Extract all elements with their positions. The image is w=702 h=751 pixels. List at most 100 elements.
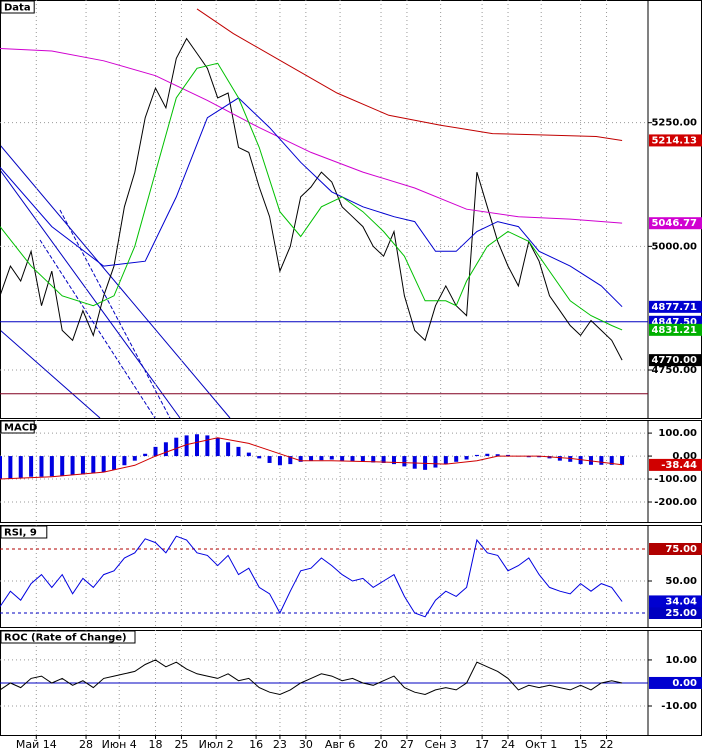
bar: [340, 456, 345, 461]
x-tick-label: 23: [273, 738, 287, 751]
bar: [474, 454, 479, 457]
bar: [122, 456, 127, 466]
bar: [257, 456, 262, 459]
price-tag-label: 5046.77: [651, 218, 697, 229]
bar: [620, 456, 625, 465]
bar: [236, 446, 241, 457]
bar: [0, 456, 2, 480]
bar: [184, 435, 189, 457]
price-tag-label: 4770.00: [651, 355, 697, 366]
panel-title-box: [0, 630, 136, 644]
x-tick-label: Сен 3: [425, 738, 457, 751]
bar: [29, 456, 34, 477]
bar: [599, 456, 604, 465]
x-tick-label: 24: [501, 738, 515, 751]
y-tick-label: -10.00: [661, 701, 697, 712]
y-tick-label: 50.00: [665, 576, 697, 587]
panel-title: MACD: [4, 423, 37, 434]
bar: [588, 456, 593, 465]
price-tag-label: -38.44: [661, 460, 697, 471]
bar: [39, 456, 44, 477]
x-tick-label: 15: [574, 738, 588, 751]
bar: [537, 456, 542, 458]
bar: [153, 446, 158, 457]
bar: [174, 437, 179, 457]
line-series: [0, 535, 623, 618]
bar: [360, 456, 365, 462]
bar: [163, 442, 168, 457]
bar: [205, 435, 210, 457]
price-tag-label: 34.04: [665, 596, 697, 607]
bar: [391, 456, 396, 465]
line-series: [0, 48, 623, 224]
bar: [101, 456, 106, 473]
line-series: [0, 62, 623, 331]
bar: [60, 456, 65, 476]
price-tag: [649, 458, 702, 471]
bar: [412, 456, 417, 469]
y-tick-label: 0.00: [672, 451, 697, 462]
level-box: [649, 542, 702, 555]
x-tick-label: Авг 6: [325, 738, 355, 751]
trend-lines: [0, 144, 231, 419]
price-tag-label: 5214.13: [651, 135, 697, 146]
bar: [350, 456, 355, 462]
x-tick-label: Июн 4: [102, 738, 137, 751]
x-tick-label: Июл 2: [199, 738, 234, 751]
bar: [49, 456, 54, 477]
price-tag: [649, 300, 702, 313]
line-series: [0, 97, 623, 308]
x-tick-label: Окт 1: [525, 738, 557, 751]
price-tag-label: 4831.21: [651, 325, 697, 336]
bar: [143, 453, 148, 457]
bar: [194, 434, 199, 457]
bar: [112, 456, 117, 470]
price-tag: [649, 323, 702, 336]
bar: [277, 456, 282, 466]
bar: [402, 456, 407, 467]
bar: [226, 442, 231, 457]
x-tick-label: 30: [299, 738, 313, 751]
x-tick-label: 27: [400, 738, 414, 751]
price-tag-label: 4847.50: [651, 317, 697, 328]
y-tick-label: -100.00: [654, 474, 697, 485]
bar: [454, 456, 459, 462]
price-tag: [649, 354, 702, 367]
bar: [568, 456, 573, 462]
panel-title: RSI, 9: [4, 528, 37, 539]
level-box: [649, 606, 702, 619]
bar: [609, 456, 614, 465]
bar: [526, 456, 531, 458]
x-tick-label: 18: [149, 738, 163, 751]
bar: [495, 454, 500, 457]
panel-title-box: [0, 420, 35, 434]
bar: [215, 437, 220, 457]
y-tick-label: 5250.00: [651, 118, 697, 129]
price-tag: [649, 217, 702, 230]
line-series: [0, 437, 623, 480]
level-label: 75.00: [665, 544, 697, 555]
bar: [371, 456, 376, 463]
bar: [267, 456, 272, 463]
bar: [132, 456, 137, 461]
panel-title-box: [0, 525, 48, 539]
bar: [246, 452, 251, 457]
bar: [309, 456, 314, 461]
panel-title-box: [0, 0, 35, 14]
line-series: [0, 659, 623, 696]
price-tag-label: 0.00: [672, 678, 697, 689]
line-series: [0, 37, 623, 361]
y-tick-label: -200.00: [654, 497, 697, 508]
bar: [8, 456, 13, 480]
x-tick-label: 16: [249, 738, 263, 751]
bar: [443, 456, 448, 465]
x-tick-label: 17: [475, 738, 489, 751]
bar: [288, 456, 293, 465]
x-tick-label: Май 14: [16, 738, 57, 751]
bar: [91, 456, 96, 474]
x-tick-label: 28: [79, 738, 93, 751]
x-tick-label: 25: [174, 738, 188, 751]
y-tick-label: 5000.00: [651, 241, 697, 252]
y-tick-label: 100.00: [658, 428, 697, 439]
